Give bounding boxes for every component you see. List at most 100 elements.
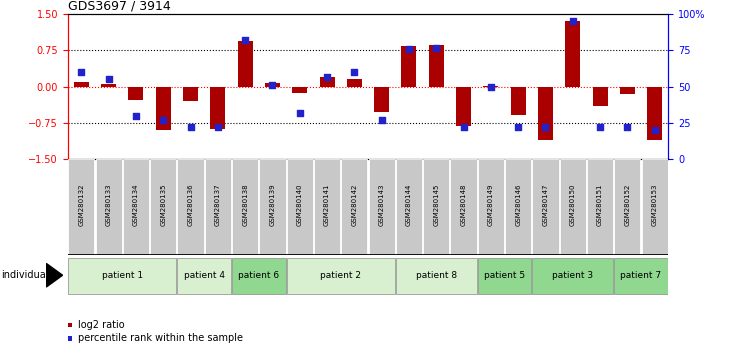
Text: GSM280142: GSM280142	[351, 184, 358, 226]
Bar	[374, 87, 389, 112]
Point	[348, 69, 360, 75]
Point	[76, 69, 88, 75]
Bar	[615, 258, 668, 293]
Text: GSM280133: GSM280133	[106, 184, 112, 227]
Point	[321, 74, 333, 79]
Bar	[615, 159, 640, 255]
Point	[594, 125, 606, 130]
Bar	[429, 45, 444, 87]
Text: GSM280144: GSM280144	[406, 184, 412, 226]
Bar	[456, 87, 471, 126]
Point	[239, 38, 251, 43]
Bar	[177, 258, 231, 293]
Bar	[292, 87, 307, 92]
Point	[621, 125, 633, 130]
Text: GSM280148: GSM280148	[461, 184, 467, 227]
Text: patient 6: patient 6	[238, 271, 280, 280]
Bar	[396, 159, 422, 255]
Bar	[210, 87, 225, 129]
Bar	[478, 258, 531, 293]
Text: GDS3697 / 3914: GDS3697 / 3914	[68, 0, 171, 13]
Text: patient 2: patient 2	[320, 271, 361, 280]
Bar	[232, 258, 286, 293]
Bar	[642, 159, 668, 255]
Point	[512, 125, 524, 130]
Text: patient 7: patient 7	[620, 271, 662, 280]
Point	[458, 125, 470, 130]
Bar	[592, 87, 607, 106]
Text: GSM280152: GSM280152	[624, 184, 630, 226]
Bar	[177, 159, 204, 255]
Bar	[183, 87, 198, 101]
Text: percentile rank within the sample: percentile rank within the sample	[78, 333, 243, 343]
Text: log2 ratio: log2 ratio	[78, 320, 124, 330]
Point	[130, 113, 142, 119]
Bar	[129, 87, 144, 100]
Bar	[68, 159, 94, 255]
Text: GSM280137: GSM280137	[215, 184, 221, 227]
Bar	[484, 86, 498, 87]
Text: patient 5: patient 5	[484, 271, 525, 280]
Text: GSM280143: GSM280143	[378, 184, 385, 227]
Bar	[369, 159, 394, 255]
Bar	[259, 159, 286, 255]
Bar	[319, 77, 335, 87]
Bar	[559, 159, 586, 255]
Text: GSM280146: GSM280146	[515, 184, 521, 227]
Bar	[565, 22, 580, 87]
Bar	[68, 258, 177, 293]
Bar	[123, 159, 149, 255]
Point	[212, 125, 224, 130]
Text: GSM280145: GSM280145	[434, 184, 439, 226]
Bar	[342, 159, 367, 255]
Bar	[74, 82, 89, 87]
Bar	[505, 159, 531, 255]
Bar	[396, 258, 477, 293]
Text: patient 4: patient 4	[184, 271, 224, 280]
Bar	[96, 159, 121, 255]
Bar	[532, 258, 613, 293]
Bar	[205, 159, 231, 255]
Text: individual: individual	[1, 270, 49, 280]
Bar	[450, 159, 477, 255]
Bar	[286, 159, 313, 255]
Point	[648, 127, 660, 133]
Bar	[401, 46, 417, 87]
Bar	[647, 87, 662, 140]
Text: GSM280139: GSM280139	[269, 184, 275, 227]
Point	[567, 19, 578, 24]
Bar	[150, 159, 177, 255]
Bar	[314, 159, 340, 255]
Bar	[478, 159, 504, 255]
Text: GSM280151: GSM280151	[597, 184, 603, 227]
Point	[294, 110, 305, 116]
Bar	[423, 159, 450, 255]
Text: GSM280147: GSM280147	[542, 184, 548, 227]
Bar	[232, 159, 258, 255]
Text: GSM280141: GSM280141	[324, 184, 330, 227]
Point	[539, 125, 551, 130]
Bar	[156, 87, 171, 130]
Bar	[532, 159, 559, 255]
Point	[266, 82, 278, 88]
Point	[403, 46, 415, 52]
Text: GSM280138: GSM280138	[242, 184, 248, 227]
Point	[485, 84, 497, 90]
Text: patient 3: patient 3	[552, 271, 593, 280]
Text: GSM280150: GSM280150	[570, 184, 576, 227]
Point	[158, 117, 169, 123]
Bar	[286, 258, 394, 293]
Bar	[238, 41, 252, 87]
Point	[376, 117, 388, 123]
Point	[185, 125, 197, 130]
Text: GSM280153: GSM280153	[651, 184, 658, 227]
Bar	[265, 83, 280, 87]
Text: GSM280135: GSM280135	[160, 184, 166, 227]
Bar	[620, 87, 635, 94]
Text: GSM280149: GSM280149	[488, 184, 494, 227]
Text: GSM280140: GSM280140	[297, 184, 302, 227]
Text: patient 8: patient 8	[416, 271, 457, 280]
Bar	[101, 84, 116, 87]
Text: GSM280134: GSM280134	[133, 184, 139, 227]
Bar	[587, 159, 613, 255]
